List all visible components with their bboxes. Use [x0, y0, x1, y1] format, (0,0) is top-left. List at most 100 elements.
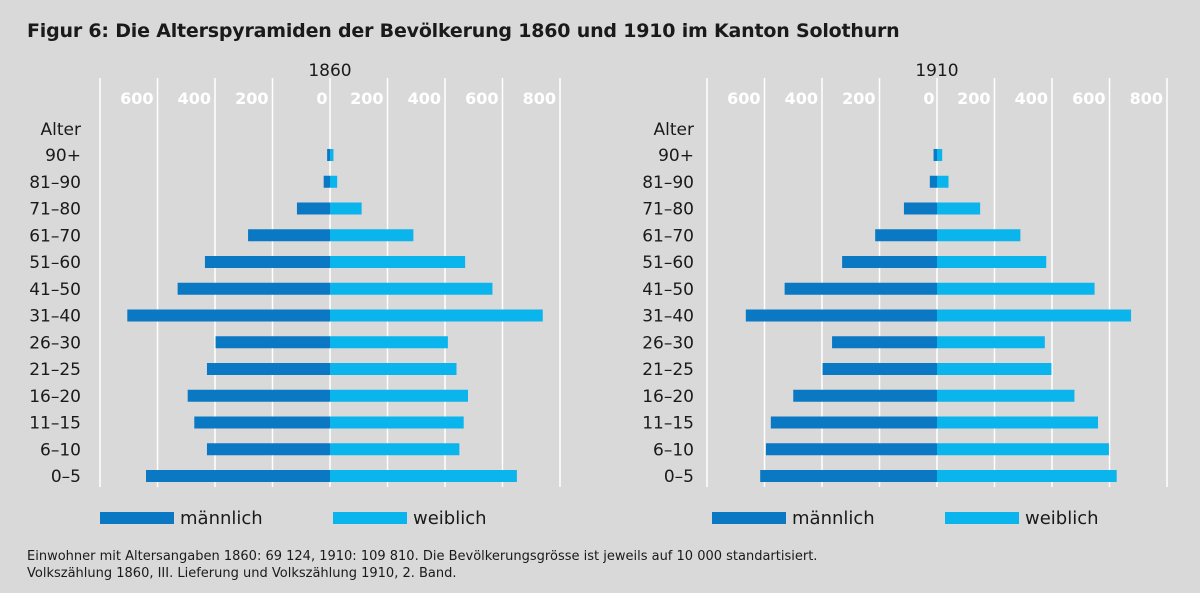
y-axis-title: Alter [41, 120, 81, 140]
bar-female-1860 [330, 470, 517, 482]
bar-male-1910 [793, 389, 937, 402]
age-group-label: 26–30 [29, 333, 81, 353]
bar-female-1910 [937, 256, 1047, 268]
tick-label: 600 [465, 89, 498, 108]
bar-male-1910 [770, 416, 937, 429]
age-group-label: 31–40 [642, 307, 694, 327]
chart-title-1910: 1910 [915, 61, 958, 81]
bar-male-1910 [784, 282, 937, 295]
bar-female-1860 [330, 363, 457, 375]
bar-male-1860 [206, 443, 330, 456]
bar-female-1910 [937, 229, 1021, 242]
tick-label: 200 [235, 89, 268, 108]
bar-female-1860 [330, 256, 466, 268]
legend-swatch-female [333, 512, 407, 524]
bar-female-1910 [937, 336, 1045, 349]
bar-female-1860 [330, 175, 338, 188]
age-group-label: 6–10 [653, 440, 694, 460]
age-group-label: 26–30 [642, 333, 694, 353]
age-group-label: 21–25 [642, 360, 694, 380]
bar-male-1860 [204, 256, 330, 268]
bar-female-1910 [937, 175, 949, 188]
bar-male-1860 [215, 336, 330, 349]
bar-female-1860 [330, 309, 543, 322]
bar-female-1910 [937, 282, 1095, 295]
bar-female-1860 [330, 282, 493, 295]
bar-female-1910 [937, 149, 943, 161]
age-group-label: 11–15 [29, 414, 81, 434]
bar-female-1860 [330, 336, 448, 349]
age-group-label: 16–20 [642, 387, 694, 407]
tick-label: 400 [785, 89, 818, 108]
legend-swatch-female [945, 512, 1019, 524]
bar-female-1860 [330, 389, 468, 402]
age-group-label: 61–70 [642, 226, 694, 246]
footer-source: Volkszählung 1860, III. Lieferung und Vo… [27, 566, 457, 581]
age-group-label: 51–60 [29, 253, 81, 273]
age-group-label: 51–60 [642, 253, 694, 273]
bar-male-1860 [323, 175, 330, 188]
bar-female-1860 [330, 202, 362, 215]
bar-female-1910 [937, 202, 981, 215]
bar-male-1910 [822, 363, 937, 375]
age-group-label: 81–90 [642, 173, 694, 193]
age-group-label: 0–5 [51, 467, 81, 487]
bar-male-1910 [875, 229, 937, 242]
age-group-label: 0–5 [664, 467, 694, 487]
bar-female-1860 [330, 416, 464, 429]
bar-female-1910 [937, 389, 1075, 402]
bar-male-1910 [832, 336, 937, 349]
age-group-label: 71–80 [29, 200, 81, 220]
y-axis-title: Alter [654, 120, 694, 140]
age-group-label: 16–20 [29, 387, 81, 407]
tick-label: 0 [923, 89, 934, 108]
tick-label: 0 [316, 89, 327, 108]
age-group-label: 6–10 [40, 440, 81, 460]
age-group-label: 41–50 [642, 280, 694, 300]
age-group-label: 31–40 [29, 307, 81, 327]
bar-female-1910 [937, 309, 1132, 322]
legend-swatch-male [712, 512, 786, 524]
figure-title: Figur 6: Die Alterspyramiden der Bevölke… [27, 20, 900, 42]
bar-female-1910 [937, 470, 1117, 482]
legend-label-female: weiblich [1025, 508, 1099, 529]
bar-female-1910 [937, 416, 1098, 429]
bar-female-1860 [330, 443, 460, 456]
bar-female-1860 [330, 229, 414, 242]
bar-male-1910 [842, 256, 937, 268]
age-group-label: 90+ [658, 146, 694, 166]
tick-label: 800 [523, 89, 556, 108]
bar-male-1910 [929, 175, 937, 188]
bar-male-1860 [206, 363, 330, 375]
age-group-label: 71–80 [642, 200, 694, 220]
legend-swatch-male [100, 512, 174, 524]
tick-label: 200 [350, 89, 383, 108]
bar-female-1860 [330, 149, 334, 161]
tick-label: 400 [408, 89, 441, 108]
footer-note: Einwohner mit Altersangaben 1860: 69 124… [27, 549, 818, 564]
tick-label: 800 [1130, 89, 1163, 108]
figure-footer: Einwohner mit Altersangaben 1860: 69 124… [27, 548, 817, 582]
tick-label: 400 [1015, 89, 1048, 108]
bar-male-1910 [933, 149, 937, 161]
tick-label: 200 [957, 89, 990, 108]
bar-male-1860 [194, 416, 330, 429]
bar-female-1910 [937, 443, 1109, 456]
age-group-label: 81–90 [29, 173, 81, 193]
bar-male-1860 [296, 202, 330, 215]
bar-female-1910 [937, 363, 1052, 375]
tick-label: 600 [727, 89, 760, 108]
chart-title-1860: 1860 [308, 61, 351, 81]
legend-label-male: männlich [180, 508, 263, 529]
tick-label: 600 [1072, 89, 1105, 108]
age-group-label: 21–25 [29, 360, 81, 380]
age-group-label: 11–15 [642, 414, 694, 434]
age-group-label: 90+ [45, 146, 81, 166]
bar-male-1910 [903, 202, 937, 215]
bar-male-1860 [177, 282, 330, 295]
age-group-label: 41–50 [29, 280, 81, 300]
legend-label-female: weiblich [413, 508, 487, 529]
legend-label-male: männlich [792, 508, 875, 529]
bar-male-1860 [248, 229, 330, 242]
